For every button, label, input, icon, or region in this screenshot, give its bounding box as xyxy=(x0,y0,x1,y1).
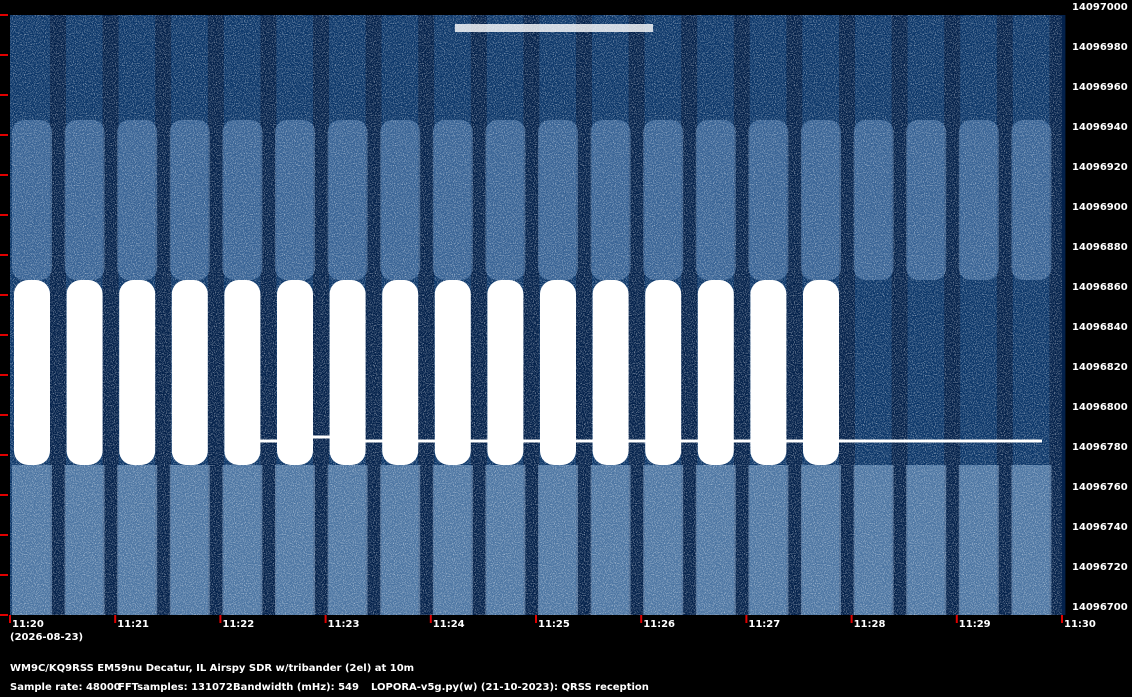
x-tick-label: 11:25 xyxy=(538,619,570,630)
y-tick-label: 14096920 xyxy=(1072,162,1128,173)
x-tick-label: 11:22 xyxy=(222,619,254,630)
y-tick-label: 14096740 xyxy=(1072,522,1128,533)
x-tick-label: 11:30 xyxy=(1064,619,1096,630)
y-tick-label: 14096700 xyxy=(1072,602,1128,613)
x-tick-label: 11:29 xyxy=(959,619,991,630)
y-tick-label: 14096760 xyxy=(1072,482,1128,493)
y-tick-label: 14097000 xyxy=(1072,2,1128,13)
y-tick-label: 14096780 xyxy=(1072,442,1128,453)
y-tick-label: 14096900 xyxy=(1072,202,1128,213)
fft-samples: FFTsamples: 131072 xyxy=(118,682,233,693)
software: LOPORA-v5g.py(w) (21-10-2023): QRSS rece… xyxy=(371,682,649,693)
y-tick-label: 14096800 xyxy=(1072,402,1128,413)
y-tick-label: 14096860 xyxy=(1072,282,1128,293)
bandwidth: Bandwidth (mHz): 549 xyxy=(233,682,359,693)
top-trace xyxy=(455,24,653,32)
x-tick-label: 11:20 xyxy=(12,619,44,630)
carrier-line xyxy=(235,435,1042,448)
speckle xyxy=(10,15,1062,615)
station-label: WM9C/KQ9RSS EM59nu Decatur, IL Airspy SD… xyxy=(10,663,414,674)
waterfall xyxy=(10,15,1066,615)
sample-rate: Sample rate: 48000 xyxy=(10,682,121,693)
y-tick-label: 14096960 xyxy=(1072,82,1128,93)
y-tick-label: 14096720 xyxy=(1072,562,1128,573)
x-tick-label: 11:27 xyxy=(748,619,780,630)
y-tick-label: 14096820 xyxy=(1072,362,1128,373)
date-label: (2026-08-23) xyxy=(10,632,83,643)
x-tick-label: 11:21 xyxy=(117,619,149,630)
y-tick-label: 14096880 xyxy=(1072,242,1128,253)
x-tick-label: 11:24 xyxy=(433,619,465,630)
y-tick-label: 14096980 xyxy=(1072,42,1128,53)
x-tick-label: 11:23 xyxy=(328,619,360,630)
x-tick-label: 11:28 xyxy=(854,619,886,630)
x-tick-label: 11:26 xyxy=(643,619,675,630)
y-tick-label: 14096940 xyxy=(1072,122,1128,133)
y-tick-label: 14096840 xyxy=(1072,322,1128,333)
